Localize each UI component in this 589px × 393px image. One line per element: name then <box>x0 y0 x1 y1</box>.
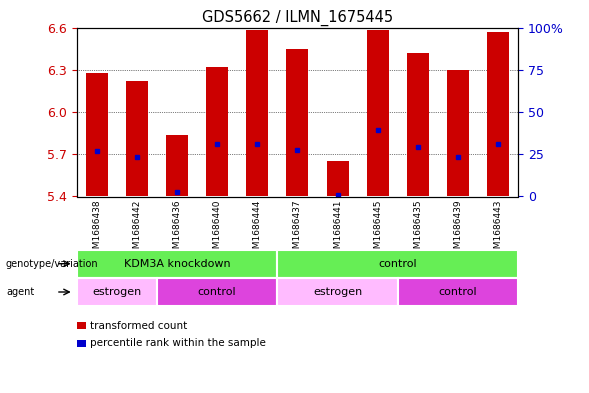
Text: estrogen: estrogen <box>313 287 362 297</box>
Bar <box>367 30 389 196</box>
Text: estrogen: estrogen <box>92 287 141 297</box>
Bar <box>326 161 349 196</box>
Bar <box>85 73 108 196</box>
Text: transformed count: transformed count <box>90 321 187 331</box>
Bar <box>286 49 309 196</box>
Text: agent: agent <box>6 287 34 297</box>
Text: control: control <box>198 287 236 297</box>
Text: KDM3A knockdown: KDM3A knockdown <box>124 259 230 269</box>
Title: GDS5662 / ILMN_1675445: GDS5662 / ILMN_1675445 <box>202 10 393 26</box>
Bar <box>206 67 228 196</box>
Bar <box>126 81 148 196</box>
Bar <box>407 53 429 196</box>
Text: genotype/variation: genotype/variation <box>6 259 98 269</box>
Bar <box>487 32 509 196</box>
Text: control: control <box>379 259 417 269</box>
Text: percentile rank within the sample: percentile rank within the sample <box>90 338 266 349</box>
Bar <box>166 134 188 196</box>
Bar <box>447 70 469 196</box>
Text: control: control <box>439 287 478 297</box>
Bar <box>246 30 269 196</box>
